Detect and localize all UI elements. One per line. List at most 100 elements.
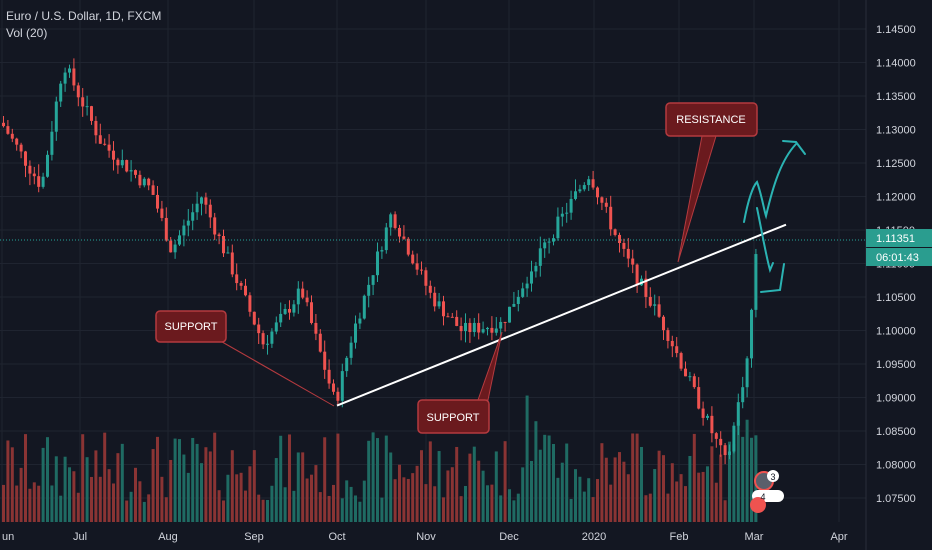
candle-bearish[interactable] <box>424 267 428 296</box>
candle-bullish[interactable] <box>688 371 692 382</box>
candle-bearish[interactable] <box>213 212 217 241</box>
candle-bullish[interactable] <box>283 304 287 315</box>
candle-bearish[interactable] <box>222 229 225 258</box>
candle-bullish[interactable] <box>274 316 278 335</box>
candle-bullish[interactable] <box>195 191 199 220</box>
candle-bullish[interactable] <box>437 293 441 309</box>
candle-bearish[interactable] <box>635 263 639 293</box>
candle-bullish[interactable] <box>653 294 657 316</box>
candle-bearish[interactable] <box>94 116 98 144</box>
candle-bullish[interactable] <box>560 206 564 227</box>
candle-bullish[interactable] <box>279 302 283 328</box>
candle-bullish[interactable] <box>266 334 269 355</box>
symbol-title[interactable]: Euro / U.S. Dollar, 1D, FXCM <box>6 9 162 23</box>
candle-bullish[interactable] <box>464 313 467 343</box>
candle-bullish[interactable] <box>732 422 736 454</box>
candle-bearish[interactable] <box>600 196 604 211</box>
candle-bullish[interactable] <box>63 67 67 92</box>
candle-bearish[interactable] <box>2 116 5 128</box>
event-badge-4[interactable]: 4 <box>750 490 784 513</box>
candle-bearish[interactable] <box>37 164 41 193</box>
candle-bullish[interactable] <box>574 179 577 201</box>
candle-bearish[interactable] <box>244 278 247 297</box>
candle-bullish[interactable] <box>582 182 586 192</box>
candle-bullish[interactable] <box>68 64 71 78</box>
candle-bullish[interactable] <box>525 276 529 297</box>
candle-bullish[interactable] <box>538 236 542 277</box>
candle-bearish[interactable] <box>138 170 142 189</box>
candle-bearish[interactable] <box>305 290 309 307</box>
candle-bullish[interactable] <box>50 121 54 161</box>
candle-bullish[interactable] <box>389 212 393 236</box>
candle-bearish[interactable] <box>151 180 155 196</box>
candle-bearish[interactable] <box>684 361 687 377</box>
candle-bearish[interactable] <box>15 137 19 151</box>
candle-bearish[interactable] <box>468 318 472 343</box>
candle-bearish[interactable] <box>336 387 340 405</box>
candle-bearish[interactable] <box>609 195 613 236</box>
candle-bearish[interactable] <box>604 197 608 213</box>
candle-bearish[interactable] <box>697 377 701 410</box>
trend-line[interactable] <box>336 223 787 407</box>
candle-bearish[interactable] <box>208 199 212 229</box>
candle-bearish[interactable] <box>666 327 670 349</box>
candle-bullish[interactable] <box>292 300 296 317</box>
candle-bearish[interactable] <box>98 123 102 144</box>
candle-bullish[interactable] <box>59 80 63 107</box>
candle-bullish[interactable] <box>54 96 58 141</box>
candle-bearish[interactable] <box>257 317 261 344</box>
candle-bearish[interactable] <box>631 249 635 274</box>
candle-bullish[interactable] <box>191 203 195 231</box>
candle-bullish[interactable] <box>521 282 525 298</box>
candle-bearish[interactable] <box>459 317 463 341</box>
candle-bullish[interactable] <box>534 261 538 278</box>
candle-bearish[interactable] <box>24 150 27 178</box>
candle-bearish[interactable] <box>318 329 322 353</box>
candle-bullish[interactable] <box>41 172 45 189</box>
candle-bearish[interactable] <box>72 58 76 91</box>
candle-bearish[interactable] <box>490 316 494 341</box>
candle-bullish[interactable] <box>354 315 357 349</box>
candle-bullish[interactable] <box>46 150 49 178</box>
candle-bearish[interactable] <box>235 263 239 291</box>
candle-bearish[interactable] <box>450 312 454 318</box>
candle-bearish[interactable] <box>618 232 621 253</box>
candle-bearish[interactable] <box>217 232 221 245</box>
candlesticks[interactable] <box>2 58 758 465</box>
candle-bullish[interactable] <box>472 317 476 337</box>
candle-bullish[interactable] <box>270 328 274 348</box>
candle-bearish[interactable] <box>503 321 507 332</box>
candle-bearish[interactable] <box>455 310 459 327</box>
candle-bullish[interactable] <box>340 363 344 408</box>
support-callout-mid[interactable]: SUPPORT <box>417 399 490 434</box>
candle-bullish[interactable] <box>486 326 489 336</box>
candle-bullish[interactable] <box>226 246 230 254</box>
candle-bullish[interactable] <box>371 275 375 296</box>
candle-bullish[interactable] <box>552 234 555 246</box>
candle-bearish[interactable] <box>310 295 313 325</box>
candle-bearish[interactable] <box>134 169 137 179</box>
candle-bullish[interactable] <box>173 240 177 259</box>
candle-bullish[interactable] <box>362 294 366 320</box>
candle-bearish[interactable] <box>81 88 85 117</box>
candle-bearish[interactable] <box>428 280 432 299</box>
candle-bullish[interactable] <box>578 184 582 194</box>
candle-bearish[interactable] <box>477 313 481 340</box>
candle-bearish[interactable] <box>648 287 652 308</box>
candle-bearish[interactable] <box>90 105 93 125</box>
candle-bullish[interactable] <box>349 336 353 365</box>
candle-bearish[interactable] <box>332 379 335 395</box>
candle-bullish[interactable] <box>494 317 498 336</box>
candle-bullish[interactable] <box>85 95 89 116</box>
candle-bearish[interactable] <box>420 261 423 275</box>
candle-bullish[interactable] <box>728 444 731 460</box>
candle-bullish[interactable] <box>367 276 371 308</box>
candle-bullish[interactable] <box>565 202 569 223</box>
candle-bearish[interactable] <box>301 281 305 300</box>
candle-bullish[interactable] <box>376 242 379 283</box>
candle-bearish[interactable] <box>714 431 718 448</box>
candle-bearish[interactable] <box>19 142 23 159</box>
candle-bearish[interactable] <box>147 177 151 191</box>
candle-bearish[interactable] <box>169 236 173 253</box>
candle-bearish[interactable] <box>204 192 208 214</box>
